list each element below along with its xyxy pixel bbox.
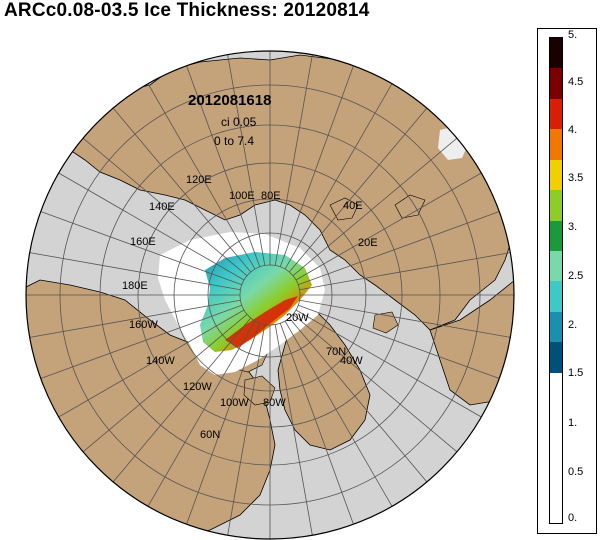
sea-ice-field bbox=[200, 252, 312, 352]
colorbar-tick-label: 1. bbox=[568, 417, 578, 429]
meridian-line bbox=[284, 320, 393, 507]
colorbar-tick-label: 4. bbox=[568, 124, 578, 136]
grid-label-160e: 160E bbox=[130, 236, 156, 248]
meridian-line bbox=[295, 172, 482, 281]
meridian-line bbox=[299, 299, 511, 338]
meridian-line bbox=[29, 252, 241, 291]
run-stamp: 2012081618 bbox=[188, 92, 272, 109]
land-iceland bbox=[372, 311, 399, 334]
meridian-line bbox=[299, 252, 511, 291]
colorbar-tick-label: 4.5 bbox=[568, 76, 584, 88]
meridian-line bbox=[295, 309, 482, 418]
meridian-line bbox=[298, 211, 500, 286]
colorbar bbox=[549, 37, 563, 524]
meridian-line bbox=[112, 317, 252, 483]
grid-label-70n: 70N bbox=[326, 346, 347, 358]
meridian-line bbox=[279, 65, 354, 267]
colorbar-segment bbox=[550, 128, 562, 160]
meridian-line bbox=[227, 54, 266, 266]
meridian-line bbox=[58, 172, 245, 281]
colorbar-segment bbox=[550, 341, 562, 373]
meridian-line bbox=[82, 313, 248, 453]
meridian-line bbox=[40, 304, 242, 379]
meridian-line bbox=[112, 107, 252, 273]
grid-label-40w: 40W bbox=[340, 355, 363, 367]
meridian-line bbox=[284, 83, 393, 270]
meridian-line bbox=[186, 323, 261, 525]
grid-label-100e: 100E bbox=[229, 190, 255, 202]
grid-label-180e: 180E bbox=[122, 280, 148, 292]
page-title: ARCc0.08-03.5 Ice Thickness: 20120814 bbox=[4, 0, 370, 21]
colorbar-segment bbox=[550, 67, 562, 99]
meridians bbox=[26, 51, 514, 539]
colorbar-tick-label: 0.5 bbox=[568, 466, 584, 478]
land-greenland bbox=[277, 299, 371, 451]
grid-label-60n: 60N bbox=[200, 429, 221, 441]
colorbar-tick-label: 1.5 bbox=[568, 367, 584, 379]
value-range: 0 to 7.4 bbox=[214, 134, 255, 148]
colorbar-segment bbox=[550, 311, 562, 343]
map-boundary bbox=[25, 50, 515, 540]
grid-label-100w: 100W bbox=[220, 397, 249, 409]
grid-label-120e: 120E bbox=[186, 174, 212, 186]
colorbar-segment bbox=[550, 220, 562, 251]
colorbar-tick-label: 2.5 bbox=[568, 270, 584, 282]
land-svalbard bbox=[329, 197, 359, 221]
colorbar-segment bbox=[550, 159, 562, 191]
sea-ice-thick-edge bbox=[225, 296, 298, 348]
legend-frame bbox=[537, 28, 597, 534]
colorbar-tick-label: 3.5 bbox=[568, 172, 584, 184]
colorbar-segment bbox=[550, 250, 562, 282]
meridian-line bbox=[292, 137, 458, 277]
meridian-line bbox=[288, 317, 428, 483]
meridian-line bbox=[288, 107, 428, 273]
colorbar-segment bbox=[550, 372, 562, 523]
colorbar-tick-label: 2. bbox=[568, 319, 578, 331]
meridian-line bbox=[147, 83, 256, 270]
meridian-line bbox=[274, 54, 313, 266]
grid-label-140w: 140W bbox=[146, 355, 175, 367]
grid-label-160w: 160W bbox=[129, 319, 158, 331]
colorbar-tick-label: 5. bbox=[568, 29, 578, 41]
colorbar-tick-label: 0. bbox=[568, 512, 578, 524]
meridian-line bbox=[274, 324, 313, 536]
meridian-line bbox=[40, 211, 242, 286]
grid-label-20e: 20E bbox=[358, 237, 378, 249]
colorbar-segment bbox=[550, 189, 562, 221]
grid-label-80e: 80E bbox=[261, 190, 281, 202]
grid-label-140e: 140E bbox=[149, 201, 175, 213]
colorbar-segment bbox=[550, 98, 562, 130]
contour-interval: ci 0.05 bbox=[221, 115, 257, 129]
meridian-line bbox=[279, 323, 354, 525]
grid-label-40e: 40E bbox=[343, 200, 363, 212]
meridian-line bbox=[147, 320, 256, 507]
colorbar-tick-label: 3. bbox=[568, 221, 578, 233]
colorbar-segment bbox=[550, 37, 562, 69]
meridian-line bbox=[292, 313, 458, 453]
meridian-line bbox=[82, 137, 248, 277]
meridian-line bbox=[227, 324, 266, 536]
colorbar-segment bbox=[550, 280, 562, 312]
grid-label-80w: 80W bbox=[263, 397, 286, 409]
grid-label-120w: 120W bbox=[183, 381, 212, 393]
meridian-line bbox=[186, 65, 261, 267]
grid-label-20w: 20W bbox=[286, 312, 309, 324]
meridian-line bbox=[298, 304, 500, 379]
meridian-line bbox=[29, 299, 241, 338]
meridian-line bbox=[58, 309, 245, 418]
